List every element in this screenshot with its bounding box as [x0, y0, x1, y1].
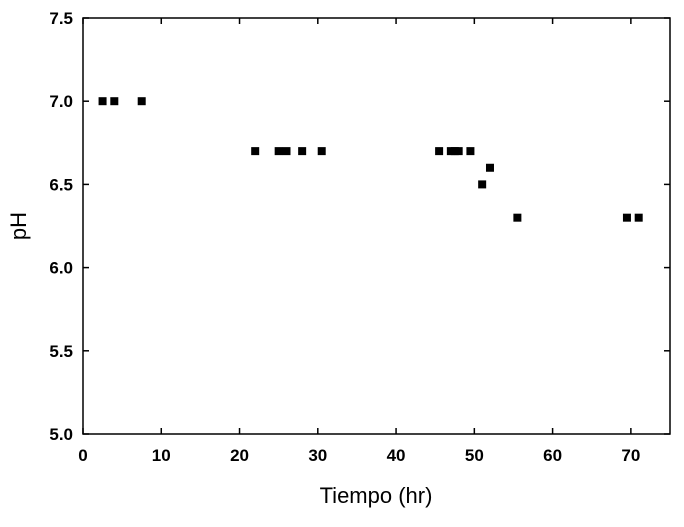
data-point	[622, 213, 631, 222]
y-tick-label: 6.5	[49, 175, 73, 194]
plot-frame	[82, 17, 671, 435]
y-tick-label: 5.0	[49, 425, 73, 444]
y-axis: 5.0 5.5 6.0 6.5 7.0 7.5	[49, 9, 670, 444]
data-point	[513, 213, 522, 222]
data-point	[298, 147, 307, 156]
y-axis-title: pH	[6, 212, 31, 240]
data-point	[282, 147, 291, 156]
x-tick-label: 50	[465, 446, 484, 465]
data-point	[274, 147, 283, 156]
data-point	[485, 163, 494, 172]
data-point	[478, 180, 487, 189]
y-tick-label: 7.5	[49, 9, 73, 28]
x-tick-label: 60	[543, 446, 562, 465]
y-tick-label: 7.0	[49, 92, 73, 111]
x-tick-label: 0	[78, 446, 87, 465]
data-point	[110, 97, 119, 106]
data-point	[251, 147, 260, 156]
data-point	[466, 147, 475, 156]
data-point	[454, 147, 463, 156]
x-tick-label: 70	[621, 446, 640, 465]
y-tick-label: 6.0	[49, 259, 73, 278]
x-tick-label: 20	[230, 446, 249, 465]
x-tick-label: 30	[308, 446, 327, 465]
data-points	[98, 97, 643, 222]
x-axis-title: Tiempo (hr)	[320, 483, 433, 508]
y-tick-label: 5.5	[49, 342, 73, 361]
data-point	[317, 147, 326, 156]
x-axis: 0 10 20 30 40 50 60 70	[78, 18, 640, 465]
x-tick-label: 40	[387, 446, 406, 465]
data-point	[435, 147, 444, 156]
data-point	[137, 97, 146, 106]
data-point	[634, 213, 643, 222]
x-tick-label: 10	[152, 446, 171, 465]
data-point	[98, 97, 107, 106]
